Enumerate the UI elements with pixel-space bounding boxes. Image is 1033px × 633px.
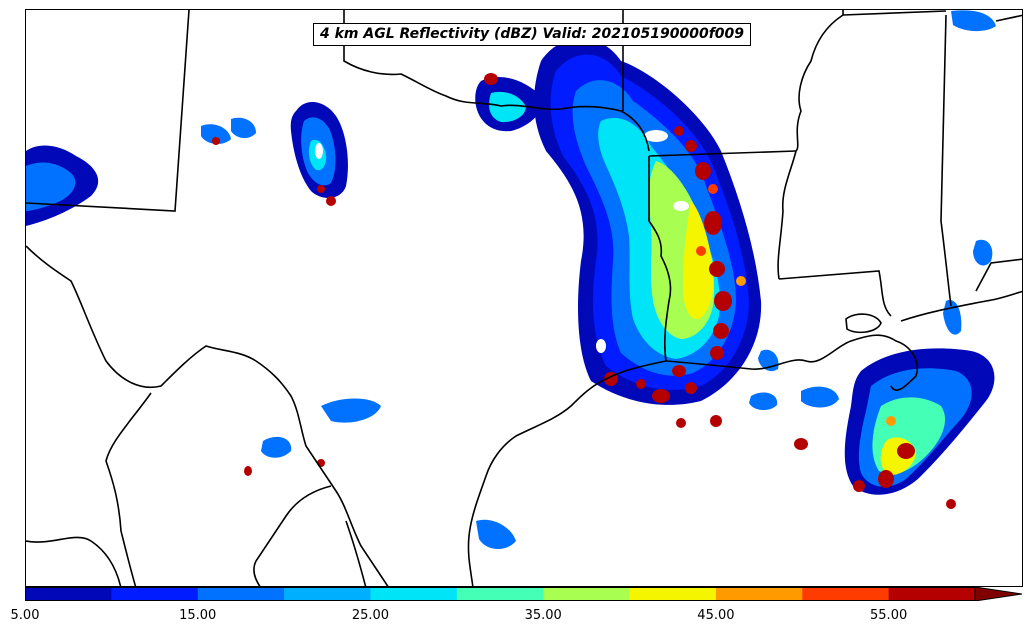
colorbar-tick-label: 25.00 (351, 608, 390, 623)
colorbar-tick-label: 55.00 (870, 608, 908, 623)
sabine-river-border (648, 156, 672, 362)
map-frame: 4 km AGL Reflectivity (dBZ) Valid: 20210… (25, 9, 1023, 587)
echo-core (317, 185, 325, 193)
echo-main-line-f (683, 201, 714, 320)
state-border-ar-la (648, 150, 797, 157)
colorbar-tick-label: 45.00 (697, 608, 735, 623)
echo-core (794, 438, 808, 450)
map-canvas (26, 10, 1022, 586)
colorbar-outline (25, 587, 976, 601)
rio-grande-border (26, 245, 389, 586)
echo-cores (212, 73, 956, 509)
echo-core (736, 276, 746, 286)
echo-core (484, 73, 498, 85)
echo-core (695, 162, 711, 180)
colorbar (25, 587, 1023, 601)
echo-core (897, 443, 915, 459)
state-border-ms-al (940, 14, 952, 307)
echo-misc-1 (321, 398, 381, 423)
state-border-ms-tn (842, 10, 947, 16)
reflectivity-echoes (26, 10, 996, 550)
colorbar-segment (25, 587, 112, 601)
echo-core (212, 137, 220, 145)
state-border-la-ms (778, 270, 892, 317)
echo-core (886, 416, 896, 426)
coastline-al-ms (900, 290, 1022, 322)
colorbar-segment (802, 587, 890, 601)
echo-core (704, 211, 722, 235)
echo-core (714, 291, 732, 311)
echo-core (685, 140, 697, 152)
echo-core (709, 261, 725, 277)
colorbar-segment (111, 587, 199, 601)
echo-core (685, 382, 697, 394)
colorbar-tick-label: 15.00 (179, 608, 217, 623)
echo-core (710, 415, 722, 427)
echo-misc-11 (231, 117, 256, 139)
state-border-fl (975, 258, 1022, 292)
echo-misc-7 (973, 239, 993, 266)
echo-misc-6 (951, 10, 996, 32)
colorbar-segment (715, 587, 803, 601)
mississippi-river-border (777, 10, 844, 280)
colorbar-segment (197, 587, 285, 601)
mexico-state-line-1 (105, 392, 152, 586)
echo-core (696, 246, 706, 256)
echo-misc-2 (261, 436, 292, 458)
lake-pontchartrain (845, 313, 882, 334)
colorbar-extend-arrow (974, 587, 1023, 601)
state-border-al-ga (995, 14, 1022, 22)
echo-core (878, 470, 894, 488)
echo-core (713, 323, 729, 339)
echo-core (710, 346, 724, 360)
colorbar-segment (888, 587, 976, 601)
state-border-nm (26, 10, 190, 212)
colorbar-tick-label: 35.00 (524, 608, 562, 623)
coastline-la (665, 334, 918, 391)
colorbar-segment (456, 587, 544, 601)
mexico-state-line-2 (26, 536, 122, 586)
echo-core (946, 499, 956, 509)
mexico-state-line-3 (253, 485, 332, 586)
echo-core (672, 365, 686, 377)
echo-core (674, 126, 684, 136)
echo-core (326, 196, 336, 206)
colorbar-tick-label: 5.00 (10, 608, 40, 623)
echo-core (853, 480, 865, 492)
echo-misc-4 (476, 519, 516, 550)
map-title: 4 km AGL Reflectivity (dBZ) Valid: 20210… (313, 23, 752, 46)
echo-misc-3 (749, 392, 778, 411)
echo-core (636, 379, 646, 389)
echo-core (676, 418, 686, 428)
echo-west-edge-inner (26, 162, 76, 211)
red-river-border (343, 10, 650, 152)
coastline-tx (467, 360, 667, 586)
colorbar-segment (284, 587, 371, 601)
mexico-state-line-4 (345, 520, 367, 586)
echo-gaps (315, 130, 689, 353)
echo-core (652, 389, 670, 403)
echo-core (244, 466, 252, 476)
echo-misc-5 (801, 386, 839, 408)
echo-ok-north-inner (489, 91, 526, 123)
echo-misc-8 (943, 300, 962, 335)
colorbar-segment (370, 587, 458, 601)
echo-core (708, 184, 718, 194)
echo-misc-10 (201, 124, 231, 145)
colorbar-segment (543, 587, 631, 601)
colorbar-segment (629, 587, 717, 601)
